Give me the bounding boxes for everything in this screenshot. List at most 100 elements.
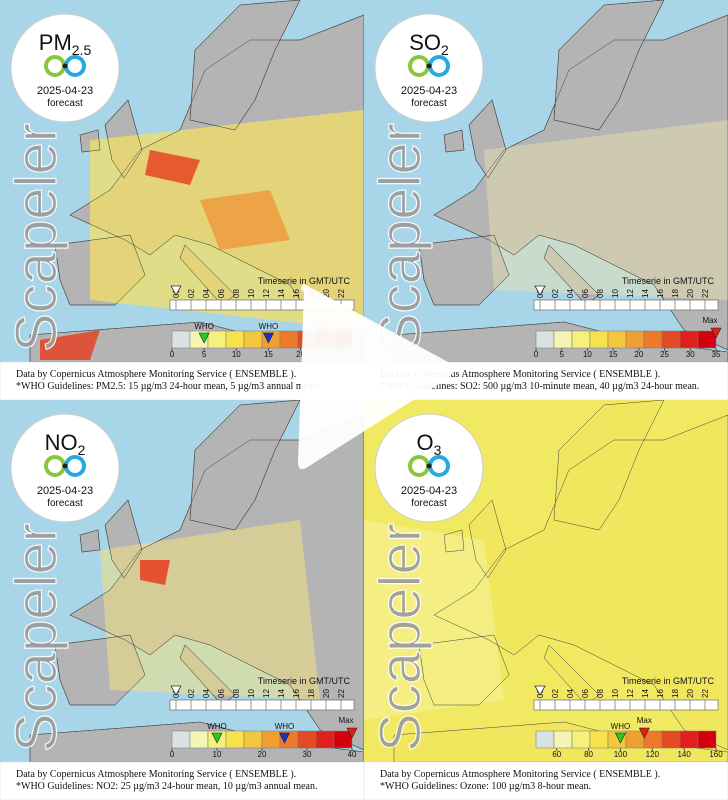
hour-label: 10 xyxy=(611,689,620,698)
scale-label: 120 xyxy=(646,750,660,759)
pollutant-subscript: 2 xyxy=(78,442,86,458)
scale-label: 0 xyxy=(534,350,539,359)
forecast-label: forecast xyxy=(47,498,83,509)
footer-line: *WHO Guidelines: NO2: 25 µg/m3 24-hour m… xyxy=(16,781,317,792)
timeline xyxy=(169,299,355,311)
scale-cell xyxy=(697,730,717,749)
border xyxy=(418,234,510,306)
hour-label: 20 xyxy=(322,289,331,298)
scale-label: 30 xyxy=(686,350,695,359)
scale-label: 0 xyxy=(170,750,175,759)
logo-dot xyxy=(62,63,68,69)
hour-label: 02 xyxy=(187,289,196,298)
pollution-overlay xyxy=(145,150,200,185)
hour-label: 10 xyxy=(247,689,256,698)
scale-cell xyxy=(589,730,609,749)
scale-label: 20 xyxy=(258,750,267,759)
hour-label: 16 xyxy=(656,689,665,698)
who-label: WHO xyxy=(259,322,279,331)
footer-line: Data by Copernicus Atmosphere Monitoring… xyxy=(380,769,660,780)
scale-label: 5 xyxy=(202,350,207,359)
who-marker xyxy=(262,332,274,344)
footer xyxy=(363,761,728,800)
border xyxy=(443,529,465,553)
timeline xyxy=(169,699,355,711)
scale-cell xyxy=(315,730,335,749)
pollutant-title: NO2 xyxy=(45,430,86,458)
play-button[interactable] xyxy=(298,284,453,470)
footer-line: *WHO Guidelines: PM2.5: 15 µg/m3 24-hour… xyxy=(16,381,320,392)
hour-label: 08 xyxy=(232,289,241,298)
scale-cell xyxy=(553,330,573,349)
timeserie-label: Timeserie in GMT/UTC xyxy=(622,276,715,286)
scale-cell xyxy=(207,330,227,349)
pollutant-subscript: 2.5 xyxy=(72,42,92,58)
scale-cell xyxy=(607,330,627,349)
border xyxy=(69,14,364,351)
pollutant-title: PM2.5 xyxy=(39,30,92,58)
forecast-label: forecast xyxy=(47,98,83,109)
forecast-date: 2025-04-23 xyxy=(401,485,457,497)
scale-cell xyxy=(171,330,191,349)
hour-label: 12 xyxy=(626,289,635,298)
border xyxy=(54,234,146,306)
pollutant-title: O3 xyxy=(417,430,442,458)
pollutant-name: O xyxy=(417,430,434,455)
border xyxy=(433,414,728,751)
forecast-date: 2025-04-23 xyxy=(401,85,457,97)
scale-label: 20 xyxy=(296,350,305,359)
scale-label: 100 xyxy=(614,750,628,759)
pollutant-name: NO xyxy=(45,430,78,455)
scale-label: 10 xyxy=(232,350,241,359)
max-label: Max xyxy=(338,716,353,725)
border xyxy=(29,721,364,762)
max-label: Max xyxy=(702,316,717,325)
hour-label: 22 xyxy=(701,689,710,698)
hour-label: 22 xyxy=(701,289,710,298)
forecast-date: 2025-04-23 xyxy=(37,85,93,97)
footer-line: Data by Copernicus Atmosphere Monitoring… xyxy=(380,369,660,380)
hour-label: 10 xyxy=(247,289,256,298)
timeserie-label: Timeserie in GMT/UTC xyxy=(258,276,351,286)
scale-cell xyxy=(297,730,317,749)
scale-cell xyxy=(571,730,591,749)
border xyxy=(393,721,728,762)
scale-cell xyxy=(571,330,591,349)
scale-cell xyxy=(243,330,263,349)
pollution-overlay xyxy=(200,190,290,250)
scale-cell xyxy=(625,730,645,749)
scale-label: 5 xyxy=(559,350,564,359)
scale-cell xyxy=(535,330,555,349)
hour-label: 12 xyxy=(262,689,271,698)
scale-label: 20 xyxy=(634,350,643,359)
border xyxy=(79,529,101,553)
scale-cell xyxy=(171,730,191,749)
timeserie-label: Timeserie in GMT/UTC xyxy=(622,676,715,686)
timeline xyxy=(533,299,719,311)
scale-label: 0 xyxy=(170,350,175,359)
border xyxy=(189,400,301,531)
logo-dot xyxy=(426,63,432,69)
scale-cell xyxy=(643,330,663,349)
hour-label: 10 xyxy=(611,289,620,298)
scale-label: 80 xyxy=(584,750,593,759)
hour-label: 18 xyxy=(307,689,316,698)
scale-cell xyxy=(661,330,681,349)
timeserie-label: Timeserie in GMT/UTC xyxy=(258,676,351,686)
scale-cell xyxy=(679,330,699,349)
brand: Scapeler xyxy=(368,523,433,752)
scale-label: 10 xyxy=(583,350,592,359)
scale-label: 40 xyxy=(348,750,357,759)
border xyxy=(418,634,510,706)
max-marker xyxy=(346,727,358,739)
hour-label: 08 xyxy=(596,689,605,698)
hour-label: 04 xyxy=(566,689,575,698)
scale-cell xyxy=(679,730,699,749)
scale-label: 30 xyxy=(303,750,312,759)
footer xyxy=(0,761,365,800)
